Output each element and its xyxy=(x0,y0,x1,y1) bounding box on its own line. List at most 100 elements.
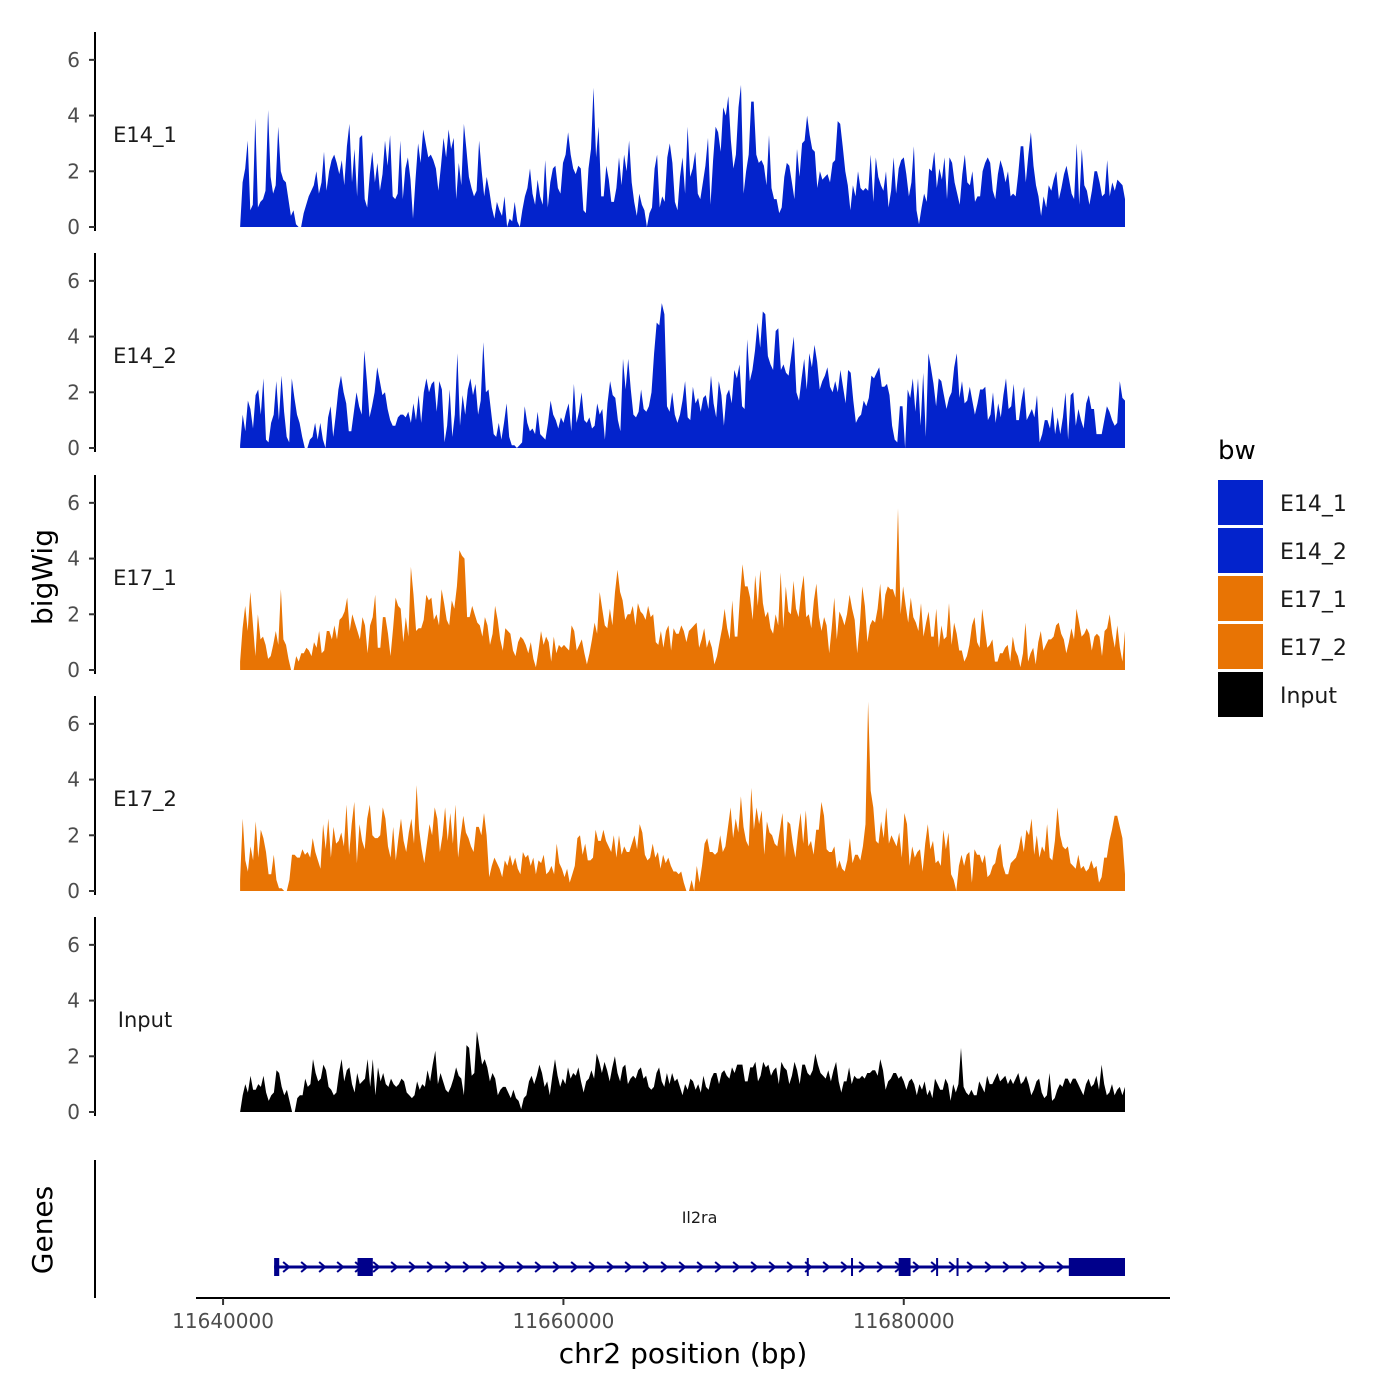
signal-area-E14_2 xyxy=(240,303,1126,448)
gene-exon xyxy=(806,1258,809,1276)
strand-arrow xyxy=(696,1261,705,1273)
y-tick-label: 0 xyxy=(67,1100,80,1124)
strand-arrow xyxy=(300,1261,309,1273)
y-tick-label: 6 xyxy=(67,491,80,515)
legend-label: E14_1 xyxy=(1280,492,1347,517)
legend-item-E14_1: E14_1 xyxy=(1218,480,1347,525)
strand-arrow xyxy=(444,1261,453,1273)
strand-arrow xyxy=(1020,1261,1029,1273)
y-tick-label: 6 xyxy=(67,48,80,72)
signal-area-Input xyxy=(240,1031,1126,1112)
strand-arrow xyxy=(606,1261,615,1273)
y-tick-label: 2 xyxy=(67,602,80,626)
gene-name-label: Il2ra xyxy=(682,1208,718,1227)
y-tick-label: 2 xyxy=(67,159,80,183)
strand-arrow xyxy=(282,1261,291,1273)
strand-arrow xyxy=(588,1261,597,1273)
legend-label: E14_2 xyxy=(1280,540,1347,565)
legend-swatch xyxy=(1218,672,1263,717)
y-tick-label: 2 xyxy=(67,380,80,404)
strand-arrow xyxy=(786,1261,795,1273)
y-tick-label: 0 xyxy=(67,436,80,460)
y-tick-label: 6 xyxy=(67,712,80,736)
strand-arrow xyxy=(390,1261,399,1273)
legend-swatch xyxy=(1218,624,1263,669)
strand-arrow xyxy=(534,1261,543,1273)
x-axis: 11640000 11660000 11680000 xyxy=(172,1297,1170,1333)
strand-arrow xyxy=(714,1261,723,1273)
y-tick-label: 0 xyxy=(67,215,80,239)
y-tick-label: 6 xyxy=(67,269,80,293)
signal-tracks: 0 2 4 6 E14_1 0 2 4 6 E14_2 0 2 4 6 E17_1 0 2 4 6 E17_2 0 2 4 6… xyxy=(67,32,1126,1124)
strand-arrow xyxy=(462,1261,471,1273)
strand-arrow xyxy=(912,1261,921,1273)
legend-swatch xyxy=(1218,480,1263,525)
legend: bw E14_1 E14_2 E17_1 E17_2 Input xyxy=(1218,436,1347,717)
strand-arrow xyxy=(498,1261,507,1273)
y-tick-label: 6 xyxy=(67,933,80,957)
gene-exon xyxy=(936,1258,939,1276)
y-tick-label: 0 xyxy=(67,879,80,903)
x-tick-label: 11640000 xyxy=(172,1309,274,1333)
track-E14_2: 0 2 4 6 E14_2 xyxy=(67,253,1126,460)
gene-exon xyxy=(274,1258,280,1276)
gene-exon xyxy=(851,1258,854,1276)
gene-exon xyxy=(357,1258,373,1276)
gene-exon xyxy=(956,1258,959,1276)
strand-arrow xyxy=(732,1261,741,1273)
track-E17_1: 0 2 4 6 E17_1 xyxy=(67,475,1126,682)
track-label: E17_2 xyxy=(113,787,177,812)
strand-arrow xyxy=(984,1261,993,1273)
track-E14_1: 0 2 4 6 E14_1 xyxy=(67,32,1126,239)
strand-arrow xyxy=(480,1261,489,1273)
signal-area-E14_1 xyxy=(240,84,1126,228)
strand-arrow xyxy=(1002,1261,1011,1273)
signal-area-E17_2 xyxy=(240,701,1126,891)
track-Input: 0 2 4 6 Input xyxy=(67,917,1126,1124)
y-tick-label: 4 xyxy=(67,768,80,792)
strand-arrow xyxy=(570,1261,579,1273)
track-label: E14_2 xyxy=(113,344,177,369)
strand-arrow xyxy=(660,1261,669,1273)
strand-arrow xyxy=(1038,1261,1047,1273)
legend-label: E17_2 xyxy=(1280,636,1347,661)
x-tick-label: 11680000 xyxy=(853,1309,955,1333)
y-axis-title: bigWig xyxy=(26,529,59,625)
strand-arrow xyxy=(966,1261,975,1273)
legend-swatch xyxy=(1218,576,1263,621)
legend-item-E17_1: E17_1 xyxy=(1218,576,1347,621)
x-tick-label: 11660000 xyxy=(513,1309,615,1333)
y-tick-label: 2 xyxy=(67,823,80,847)
strand-arrow xyxy=(408,1261,417,1273)
strand-arrow xyxy=(840,1261,849,1273)
legend-label: E17_1 xyxy=(1280,588,1347,613)
gene-Il2ra: Il2ra xyxy=(274,1208,1125,1276)
genes-axis-title: Genes xyxy=(26,1186,59,1274)
legend-title: bw xyxy=(1218,436,1256,466)
strand-arrow xyxy=(372,1261,381,1273)
strand-arrow xyxy=(624,1261,633,1273)
y-tick-label: 4 xyxy=(67,989,80,1013)
track-label: E17_1 xyxy=(113,566,177,591)
gene-exon xyxy=(1068,1258,1125,1276)
y-tick-label: 0 xyxy=(67,658,80,682)
strand-arrow xyxy=(1056,1261,1065,1273)
x-axis-title: chr2 position (bp) xyxy=(559,1337,808,1370)
gene-panel: Genes Il2ra xyxy=(26,1160,1125,1298)
strand-arrow xyxy=(858,1261,867,1273)
legend-label: Input xyxy=(1280,684,1337,709)
strand-arrow xyxy=(642,1261,651,1273)
gene-models: Il2ra xyxy=(274,1208,1125,1276)
strand-arrow xyxy=(318,1261,327,1273)
legend-item-E14_2: E14_2 xyxy=(1218,528,1347,573)
strand-arrow xyxy=(750,1261,759,1273)
strand-arrow xyxy=(678,1261,687,1273)
strand-arrow xyxy=(876,1261,885,1273)
y-tick-label: 2 xyxy=(67,1044,80,1068)
y-tick-label: 4 xyxy=(67,325,80,349)
strand-arrow xyxy=(768,1261,777,1273)
strand-arrow xyxy=(552,1261,561,1273)
strand-arrow xyxy=(516,1261,525,1273)
track-label: E14_1 xyxy=(113,123,177,148)
